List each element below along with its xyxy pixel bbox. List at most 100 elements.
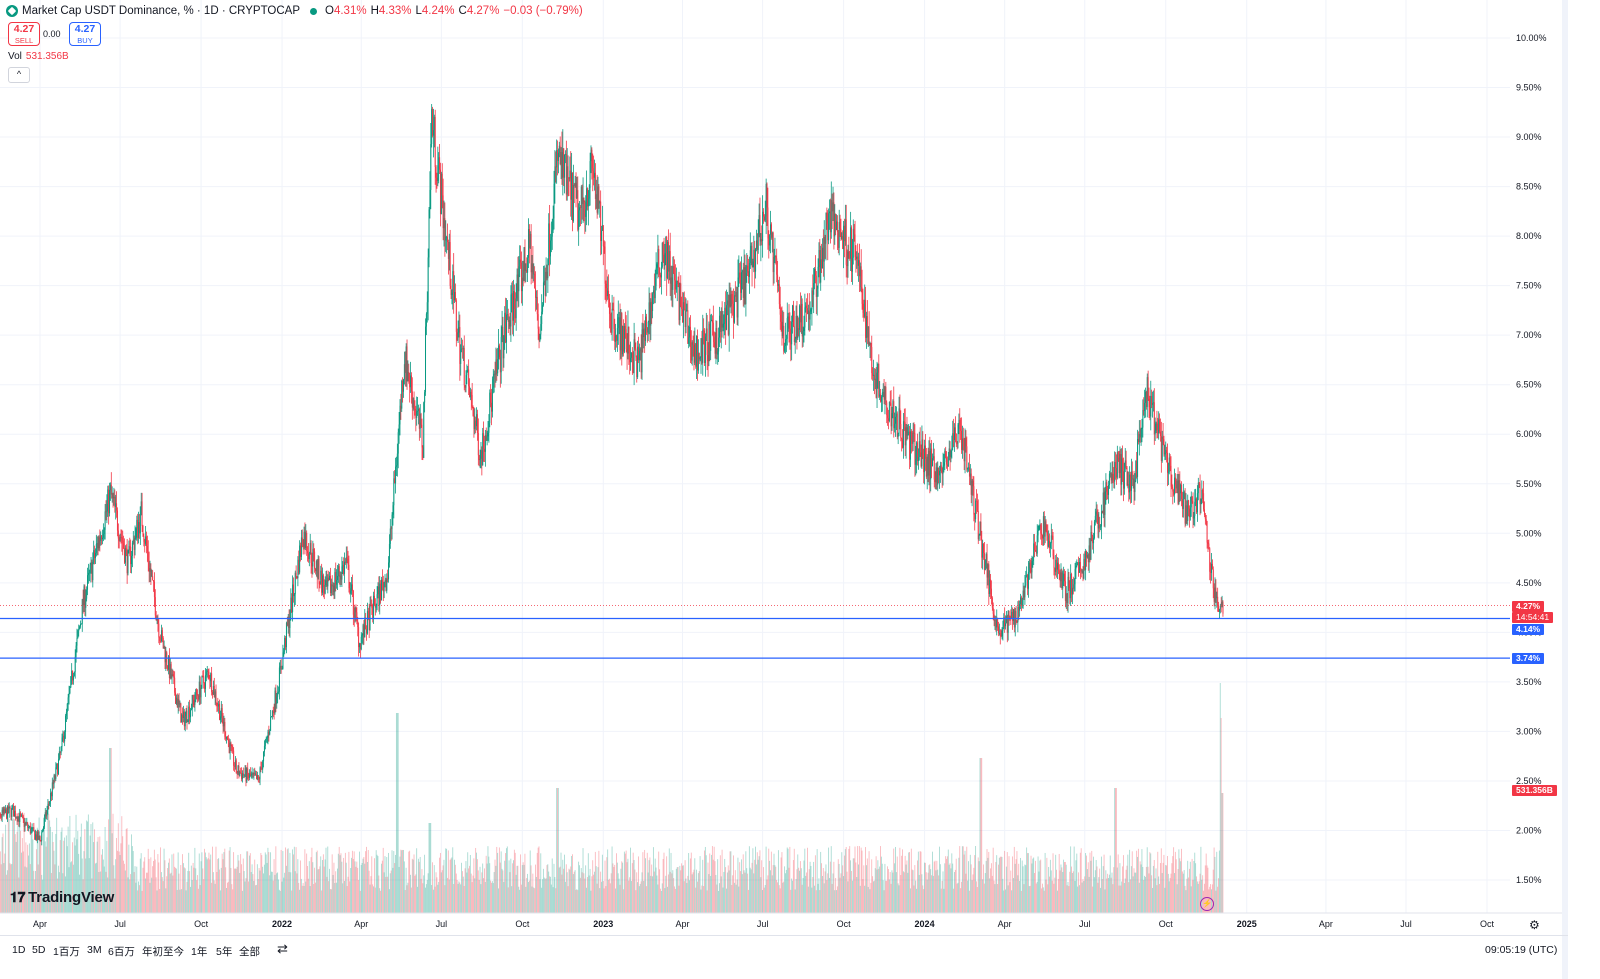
hline-price-tag-2[interactable]: 3.74% — [1512, 653, 1545, 664]
volume-bar — [639, 883, 641, 913]
volume-bar — [595, 866, 597, 913]
candle — [1086, 551, 1088, 559]
candle — [928, 440, 930, 486]
timeframe-5[interactable]: 年初至今 — [142, 946, 184, 958]
timeframe-1[interactable]: 5D — [32, 944, 46, 956]
volume-bar — [263, 873, 264, 913]
volume-bar — [781, 852, 783, 913]
volume-bar — [586, 887, 587, 913]
candle — [1136, 451, 1138, 479]
price-scale-strip[interactable] — [1562, 0, 1568, 979]
volume-bar — [850, 860, 852, 913]
market-status-icon[interactable] — [310, 7, 317, 15]
candle — [848, 236, 850, 259]
timeframe-8[interactable]: 全部 — [239, 946, 260, 958]
timeframe-6[interactable]: 1年 — [191, 946, 208, 958]
volume-bar — [821, 863, 822, 913]
utc-clock[interactable]: 09:05:19 (UTC) — [1485, 944, 1558, 956]
volume-bar — [589, 868, 591, 913]
candle — [1029, 559, 1031, 574]
volume-bar — [233, 852, 235, 913]
volume-value: 531.356B — [25, 51, 69, 62]
candle — [1106, 479, 1108, 501]
volume-bar — [86, 820, 88, 913]
volume-bar — [601, 881, 602, 913]
volume-bar — [46, 837, 48, 913]
candle — [398, 412, 400, 444]
candle — [1021, 597, 1023, 609]
buy-button[interactable]: 4.27 BUY — [69, 22, 101, 46]
volume-bar — [983, 864, 984, 913]
candle — [270, 709, 272, 731]
candle — [307, 546, 309, 562]
volume-bar — [551, 858, 553, 913]
timeframe-4[interactable]: 6百万 — [108, 946, 135, 958]
timeframe-3[interactable]: 3M — [87, 944, 102, 956]
candle — [770, 210, 772, 254]
volume-bar — [715, 874, 717, 913]
date-range-icon[interactable]: ⇄ — [277, 941, 288, 956]
x-tick-2: Oct — [194, 919, 209, 929]
candle — [1062, 570, 1064, 599]
timeframe-2[interactable]: 1百万 — [53, 946, 80, 958]
volume-bar — [536, 852, 538, 913]
volume-bar — [248, 881, 250, 913]
volume-bar — [1027, 853, 1029, 913]
volume-bar — [1057, 878, 1059, 913]
candle — [941, 467, 943, 488]
gear-icon[interactable]: ⚙ — [1529, 918, 1540, 932]
candle — [425, 312, 427, 336]
volume-bar — [617, 873, 619, 913]
collapse-legend-button[interactable]: ^ — [8, 67, 30, 83]
candle — [267, 729, 269, 745]
volume-bar — [953, 872, 955, 913]
tradingview-logo[interactable]: 𝟏𝟕 TradingView — [10, 889, 114, 906]
volume-bar — [296, 873, 298, 913]
price-chart[interactable]: 1.50%2.00%2.50%3.00%3.50%4.00%4.50%5.00%… — [0, 0, 1562, 935]
candle — [87, 567, 89, 596]
volume-bar — [924, 862, 926, 913]
candle — [552, 205, 554, 234]
timeframe-7[interactable]: 5年 — [216, 946, 233, 958]
volume-bar — [1148, 873, 1150, 913]
volume-bar — [886, 880, 888, 913]
volume-bar — [490, 880, 492, 913]
candle — [1078, 556, 1080, 577]
candle — [436, 172, 438, 189]
candle — [394, 469, 396, 484]
candle — [569, 156, 571, 182]
volume-bar — [1100, 856, 1102, 913]
time-axis[interactable]: Apr Jul Oct 2022 Apr Jul Oct 2023 Apr Jul Oct 2024 A… — [0, 912, 1562, 929]
volume-bar — [20, 830, 22, 913]
timeframe-0[interactable]: 1D — [12, 944, 26, 956]
candle — [665, 236, 667, 266]
volume-bar — [146, 872, 148, 913]
candle — [849, 250, 851, 261]
volume-bar — [984, 873, 986, 913]
lightning-icon[interactable]: ⚡ — [1200, 897, 1214, 911]
candle — [873, 368, 875, 395]
volume-bar — [703, 886, 705, 913]
volume-bar — [903, 872, 905, 913]
volume-bar — [250, 872, 252, 913]
candle — [733, 288, 735, 339]
volume-bar — [676, 867, 678, 913]
volume-bar — [772, 865, 774, 913]
hline-price-tag-1[interactable]: 4.14% — [1512, 624, 1545, 635]
candle — [56, 763, 58, 770]
volume-bar — [1189, 861, 1191, 913]
price-axis[interactable]: 1.50%2.00%2.50%3.00%3.50%4.00%4.50%5.00%… — [1516, 33, 1547, 885]
volume-bar — [12, 819, 14, 913]
sell-button[interactable]: 4.27 SELL — [8, 22, 40, 46]
horizontal-lines[interactable] — [0, 605, 1510, 659]
volume-bar — [340, 853, 342, 913]
volume-bar — [484, 881, 486, 913]
volume-bar — [1181, 871, 1183, 913]
candle — [715, 320, 717, 365]
volume-bar — [1119, 863, 1121, 913]
volume-bar — [368, 870, 370, 913]
volume-bar — [178, 873, 180, 913]
candle — [792, 304, 794, 334]
volume-bar — [455, 873, 457, 913]
candle — [456, 328, 458, 342]
